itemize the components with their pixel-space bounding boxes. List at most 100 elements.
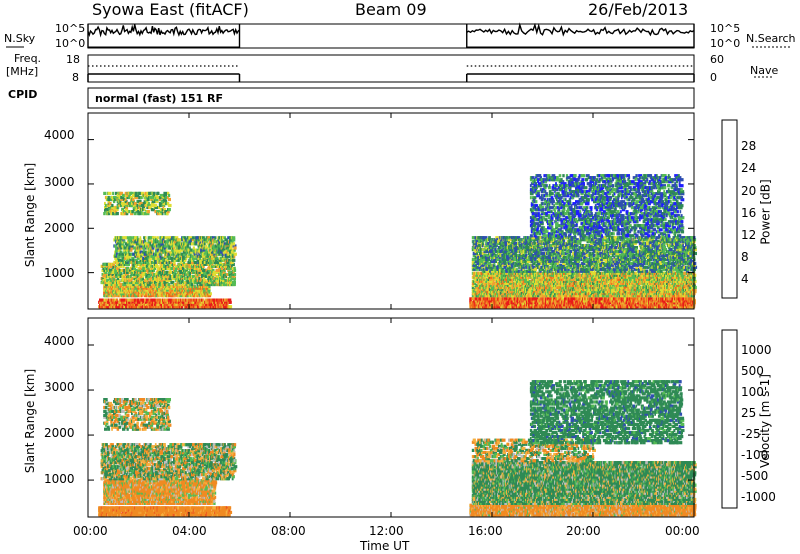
heatmap-cell (157, 191, 160, 195)
heatmap-cell (210, 266, 212, 270)
heatmap-cell (183, 264, 188, 268)
heatmap-cell (118, 268, 121, 272)
heatmap-cell (123, 305, 126, 309)
heatmap-cell (160, 286, 164, 290)
heatmap-cell (125, 250, 128, 254)
heatmap-cell (204, 280, 209, 285)
heatmap-cell (135, 250, 139, 254)
heatmap-cell (139, 266, 143, 270)
heatmap-cell (104, 288, 106, 292)
heatmap-cell (188, 236, 193, 240)
heatmap-cell (208, 252, 210, 256)
heatmap-cell (126, 240, 130, 244)
heatmap-cell (202, 244, 205, 248)
heatmap-cell (167, 262, 171, 266)
heatmap-cell (123, 272, 126, 277)
heatmap-cell (213, 256, 216, 260)
heatmap-cell (197, 240, 201, 244)
heatmap-cell (163, 260, 165, 264)
heatmap-cell (132, 242, 135, 246)
heatmap-cell (233, 248, 236, 252)
heatmap-cell (232, 282, 236, 287)
heatmap-cell (111, 210, 113, 214)
heatmap-cell (233, 272, 237, 277)
heatmap-cell (229, 276, 232, 281)
heatmap-cell (168, 254, 171, 258)
heatmap-cell (146, 298, 150, 302)
heatmap-cell (140, 274, 143, 279)
heatmap-cell (113, 238, 115, 242)
heatmap-cell (174, 264, 177, 268)
heatmap-cell (217, 274, 220, 279)
heatmap-cell (207, 294, 210, 298)
heatmap-cell (205, 282, 209, 287)
heatmap-cell (122, 282, 125, 287)
heatmap-cell (120, 197, 125, 202)
heatmap-cell (172, 250, 175, 254)
heatmap-cell (116, 276, 120, 281)
heatmap-cell (182, 282, 184, 287)
heatmap-cell (179, 254, 181, 258)
heatmap-cell (177, 276, 181, 281)
heatmap-cell (151, 298, 154, 302)
heatmap-cell (110, 268, 113, 272)
heatmap-cell (205, 260, 208, 264)
heatmap-cell (196, 290, 199, 294)
heatmap-cell (125, 252, 128, 256)
heatmap-cell (130, 246, 134, 250)
heatmap-cell (133, 238, 136, 242)
heatmap-cell (130, 278, 133, 283)
heatmap-cell (125, 270, 130, 274)
heatmap-cell (158, 260, 161, 264)
heatmap-cell (117, 238, 122, 242)
heatmap-cell (229, 272, 231, 277)
heatmap-cell (112, 264, 116, 268)
heatmap-cell (134, 262, 136, 266)
heatmap-cell (121, 274, 125, 279)
heatmap-cell (164, 254, 167, 258)
heatmap-cell (116, 240, 120, 244)
heatmap-cell (207, 242, 210, 246)
heatmap-cell (199, 260, 203, 264)
heatmap-cell (135, 302, 138, 307)
heatmap-cell (202, 248, 207, 252)
heatmap-cell (192, 264, 195, 268)
heatmap-cell (163, 280, 167, 285)
heatmap-cell (205, 256, 209, 260)
heatmap-cell (104, 272, 108, 277)
heatmap-cell (192, 262, 196, 266)
heatmap-cell (125, 260, 129, 264)
heatmap-cell (129, 276, 133, 281)
heatmap-cell (152, 246, 155, 250)
heatmap-cell (209, 280, 211, 285)
heatmap-cell (138, 212, 142, 216)
heatmap-cell (163, 240, 168, 244)
heatmap-cell (145, 274, 150, 279)
heatmap-cell (193, 256, 196, 260)
heatmap-cell (180, 238, 182, 242)
heatmap-cell (165, 280, 169, 285)
heatmap-cell (186, 278, 189, 283)
heatmap-cell (183, 276, 187, 281)
heatmap-cell (210, 244, 213, 248)
heatmap-cell (154, 264, 159, 268)
heatmap-cell (143, 280, 147, 285)
heatmap-cell (208, 290, 211, 294)
heatmap-cell (224, 300, 226, 304)
heatmap-cell (123, 244, 125, 248)
heatmap-cell (179, 246, 183, 250)
heatmap-cell (104, 203, 108, 208)
heatmap-cell (203, 288, 207, 292)
heatmap-cell (164, 236, 169, 240)
heatmap-cell (224, 250, 228, 254)
heatmap-cell (163, 244, 166, 248)
heatmap-cell (175, 302, 178, 307)
heatmap-cell (217, 244, 221, 248)
heatmap-cell (229, 250, 231, 254)
heatmap-cell (173, 262, 176, 266)
heatmap-cell (189, 282, 193, 287)
heatmap-cell (138, 274, 141, 279)
heatmap-cell (223, 244, 226, 248)
heatmap-cell (196, 274, 200, 279)
heatmap-cell (222, 246, 225, 250)
